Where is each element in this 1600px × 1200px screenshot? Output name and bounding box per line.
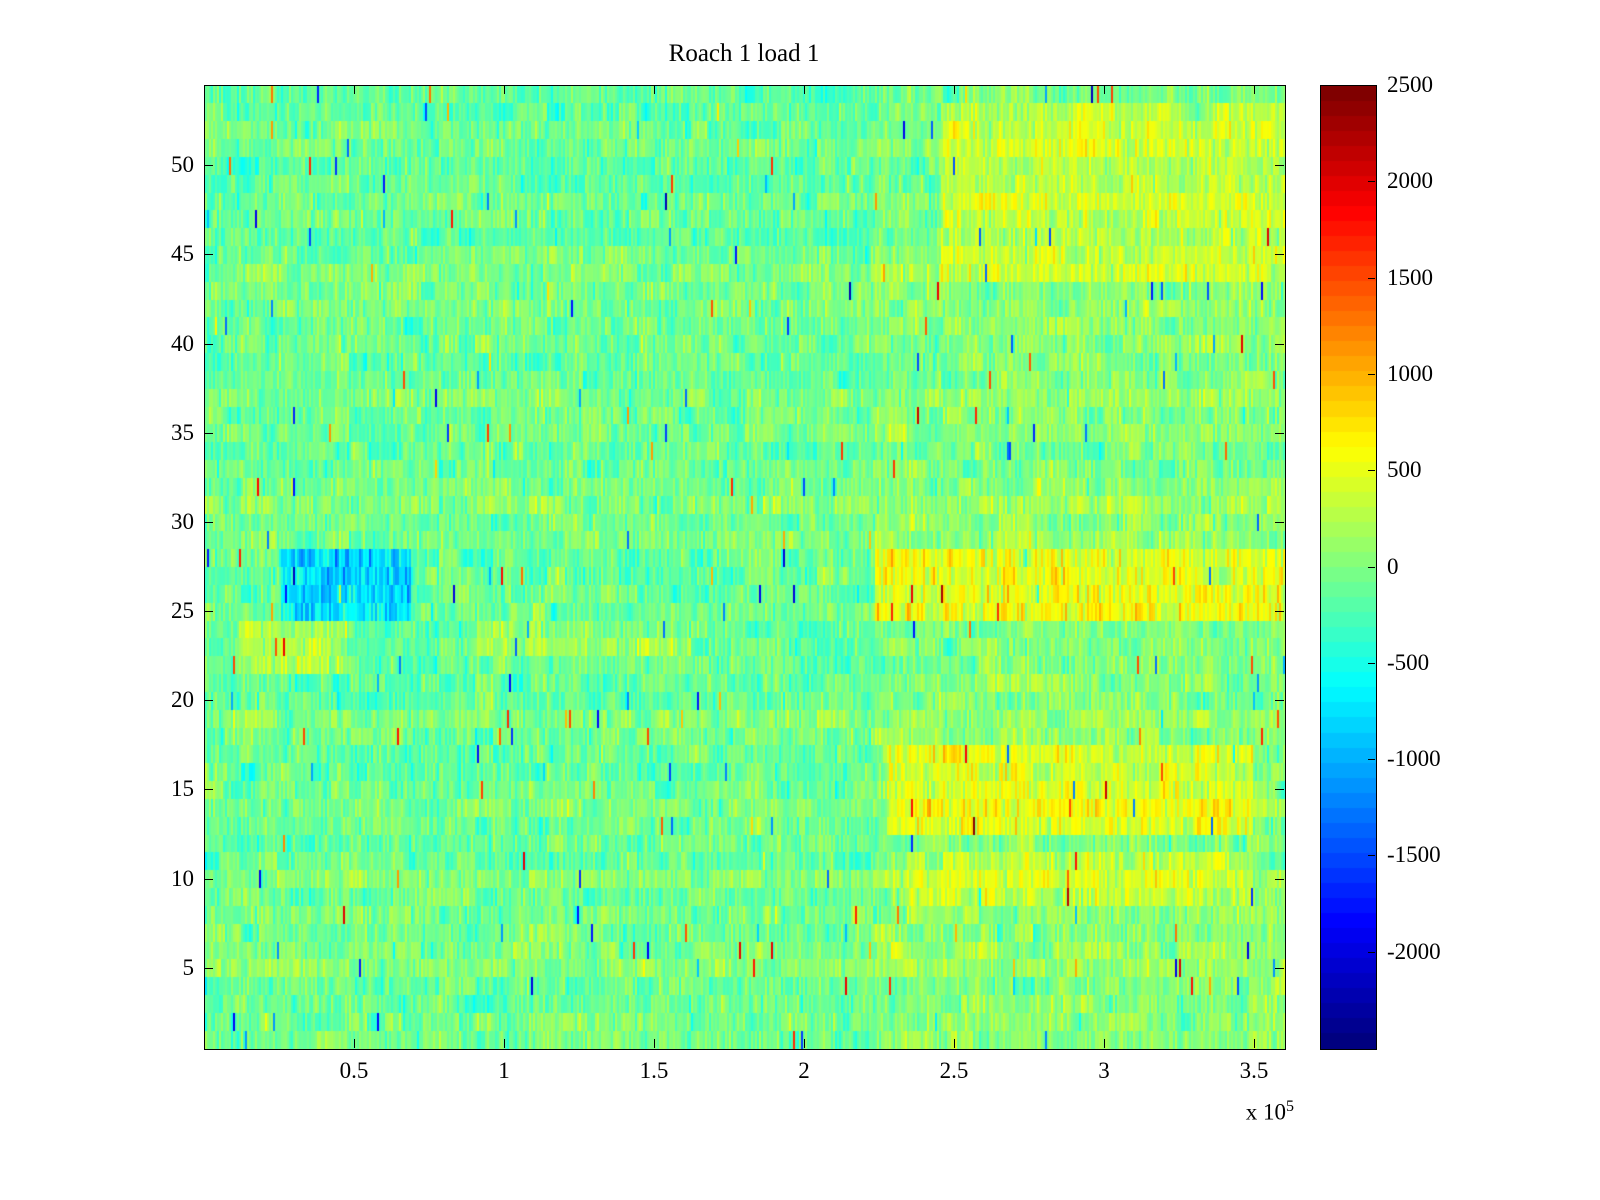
colorbar-tick-label: -1000 [1387, 746, 1441, 772]
y-tick-mark [204, 254, 213, 256]
y-tick-mark [204, 343, 213, 345]
colorbar-tick-mark [1368, 566, 1375, 568]
y-tick-mark [204, 700, 213, 702]
x-tick-mark [1254, 1039, 1255, 1048]
y-tick-mark [204, 878, 213, 880]
x-tick-mark-top [804, 85, 805, 94]
y-tick-mark [204, 165, 213, 167]
colorbar-tick-mark [1368, 951, 1375, 953]
x-tick-label: 3 [1098, 1058, 1110, 1083]
x-tick-mark-top [354, 85, 355, 94]
y-tick-mark-right [1275, 611, 1284, 613]
y-tick-label: 35 [171, 419, 194, 445]
y-tick-mark-right [1275, 432, 1284, 434]
y-tick-label: 20 [171, 687, 194, 713]
y-tick-mark-right [1275, 165, 1284, 167]
colorbar-tick-mark [1368, 470, 1375, 472]
x-tick-mark-top [504, 85, 505, 94]
y-tick-label: 25 [171, 598, 194, 624]
colorbar-tick-label: 1000 [1387, 360, 1433, 386]
colorbar-tick-label: -2000 [1387, 938, 1441, 964]
colorbar-tick-mark [1368, 85, 1375, 86]
colorbar-tick-label: 2000 [1387, 168, 1433, 194]
x-tick-mark [354, 1039, 355, 1048]
x-axis-multiplier-exponent: 5 [1286, 1098, 1294, 1115]
x-tick-label: 2 [798, 1058, 810, 1083]
x-tick-mark [654, 1039, 655, 1048]
x-tick-mark [954, 1039, 955, 1048]
chart-title: Roach 1 load 1 [668, 40, 820, 67]
colorbar-tick-label: 500 [1387, 457, 1422, 483]
colorbar-tick-mark [1368, 373, 1375, 375]
heatmap-canvas [205, 86, 1285, 1049]
plot-area [204, 85, 1286, 1050]
colorbar-tick-mark [1368, 662, 1375, 664]
x-tick-mark [1104, 1039, 1105, 1048]
x-tick-mark-top [954, 85, 955, 94]
y-tick-mark-right [1275, 343, 1284, 345]
y-tick-mark-right [1275, 254, 1284, 256]
x-axis-multiplier-base: x 10 [1245, 1099, 1286, 1125]
y-tick-mark-right [1275, 521, 1284, 523]
y-tick-mark [204, 521, 213, 523]
colorbar-tick-label: -1500 [1387, 842, 1441, 868]
y-tick-label: 45 [171, 241, 194, 267]
y-tick-mark [204, 789, 213, 791]
y-tick-mark [204, 432, 213, 434]
y-tick-mark [204, 611, 213, 613]
colorbar [1320, 85, 1377, 1050]
y-tick-label: 50 [171, 152, 194, 178]
y-tick-label: 30 [171, 508, 194, 534]
colorbar-tick-mark [1368, 855, 1375, 857]
x-axis-multiplier: x 105 [1204, 1098, 1294, 1126]
y-tick-mark-right [1275, 878, 1284, 880]
x-tick-mark-top [654, 85, 655, 94]
y-tick-label: 15 [171, 776, 194, 802]
y-tick-mark-right [1275, 700, 1284, 702]
x-tick-label: 1 [498, 1058, 510, 1083]
y-tick-mark [204, 967, 213, 969]
x-tick-mark-top [1254, 85, 1255, 94]
colorbar-tick-mark [1368, 759, 1375, 761]
x-tick-label: 1.5 [639, 1058, 669, 1083]
y-tick-label: 40 [171, 330, 194, 356]
colorbar-tick-label: -500 [1387, 649, 1430, 675]
x-tick-mark-top [1104, 85, 1105, 94]
colorbar-tick-mark [1368, 277, 1375, 279]
colorbar-tick-label: 1500 [1387, 264, 1433, 290]
colorbar-tick-label: 0 [1387, 553, 1399, 579]
x-tick-label: 2.5 [939, 1058, 969, 1083]
y-tick-mark-right [1275, 789, 1284, 791]
y-tick-label: 5 [182, 954, 195, 980]
y-tick-label: 10 [171, 865, 194, 891]
x-tick-label: 3.5 [1239, 1058, 1269, 1083]
colorbar-tick-label: 2500 [1387, 72, 1433, 97]
colorbar-canvas [1321, 86, 1376, 1049]
y-tick-mark-right [1275, 967, 1284, 969]
x-tick-mark [804, 1039, 805, 1048]
x-tick-label: 0.5 [339, 1058, 369, 1083]
colorbar-tick-mark [1368, 181, 1375, 183]
x-tick-mark [504, 1039, 505, 1048]
